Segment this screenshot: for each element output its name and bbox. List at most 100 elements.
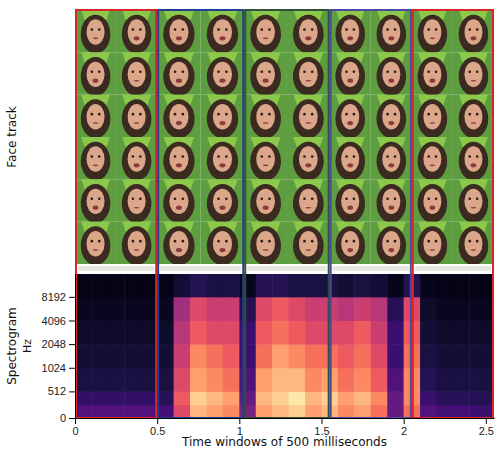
eye: [476, 155, 479, 158]
eye: [394, 240, 397, 243]
eye: [394, 113, 397, 116]
heatmap-cell: [223, 274, 240, 297]
hair: [207, 184, 238, 223]
face: [464, 62, 482, 87]
hair: [81, 184, 111, 223]
heatmap-cell: [108, 405, 125, 418]
hair: [250, 15, 281, 54]
hair: [163, 184, 194, 223]
face: [213, 104, 232, 129]
mouth: [176, 36, 182, 40]
heatmap-cell: [289, 297, 306, 321]
face: [382, 19, 400, 44]
heatmap-cell: [108, 274, 125, 297]
y-tick-mark: [69, 320, 75, 321]
hair: [207, 99, 238, 138]
heatmap-cell: [453, 368, 470, 392]
heatmap-cell: [256, 320, 273, 344]
heatmap-cell: [469, 405, 486, 418]
hair: [163, 142, 194, 181]
eye: [139, 240, 142, 243]
face-thumbnail: [453, 10, 494, 54]
face-thumbnail: [75, 52, 116, 96]
heatmap-cell: [272, 405, 289, 418]
mouth: [471, 249, 477, 251]
mouth: [430, 79, 436, 83]
face: [256, 62, 275, 87]
eye: [427, 113, 430, 116]
eye: [174, 198, 177, 201]
eye: [386, 240, 389, 243]
face-thumbnail: [75, 137, 116, 181]
heatmap-cell: [190, 344, 207, 368]
face-thumbnail: [453, 222, 494, 264]
face-track: [75, 10, 494, 264]
eye: [260, 28, 263, 31]
x-tick-mark: [75, 418, 76, 424]
y-tick-label: 1024: [42, 362, 66, 374]
heatmap-cell: [453, 297, 470, 321]
face: [423, 62, 441, 87]
eye: [303, 28, 306, 31]
face: [299, 62, 318, 87]
heatmap-cell: [371, 405, 388, 418]
face-thumbnail: [371, 222, 412, 264]
mouth: [388, 79, 394, 83]
eye: [353, 28, 356, 31]
mouth: [176, 79, 182, 83]
heatmap-cell: [190, 391, 207, 405]
hair: [250, 226, 281, 264]
heatmap-cell: [436, 368, 453, 392]
eye: [91, 113, 94, 116]
face-thumbnail: [75, 179, 116, 223]
mouth: [93, 206, 99, 210]
mouth: [134, 36, 140, 40]
face-thumbnail: [116, 179, 157, 223]
face: [382, 231, 400, 256]
eye: [303, 240, 306, 243]
eye: [182, 28, 185, 31]
x-tick-label: 0.5: [150, 425, 165, 437]
face-track-label: Face track: [5, 106, 19, 168]
eye: [268, 198, 271, 201]
eye: [303, 113, 306, 116]
heatmap-cell: [190, 405, 207, 418]
mouth: [347, 248, 353, 252]
face: [213, 19, 232, 44]
mouth: [219, 36, 225, 40]
eye: [98, 155, 101, 158]
x-tick-mark: [157, 418, 158, 424]
mouth: [388, 206, 394, 210]
heatmap-cell: [420, 368, 437, 392]
hair: [418, 99, 448, 138]
heatmap-cell: [157, 297, 174, 321]
heatmap-cell: [174, 391, 191, 405]
hair: [250, 57, 281, 96]
eye: [217, 28, 220, 31]
y-tick: 2048: [42, 338, 75, 350]
face-thumbnail: [412, 137, 453, 181]
face: [87, 231, 105, 256]
face-thumbnail: [157, 95, 201, 139]
eye: [311, 113, 314, 116]
hair: [335, 57, 365, 96]
face: [128, 19, 146, 44]
x-tick: 0: [72, 418, 78, 437]
heatmap-cell: [223, 368, 240, 392]
eye: [468, 240, 471, 243]
eye: [427, 28, 430, 31]
x-axis-line: [76, 418, 495, 419]
eye: [468, 155, 471, 158]
eye: [268, 71, 271, 74]
heatmap-cell: [387, 391, 404, 405]
face-thumbnail: [116, 95, 157, 139]
heatmap-cell: [256, 368, 273, 392]
mouth: [305, 80, 311, 82]
heatmap-cell: [272, 344, 289, 368]
spectrogram: [75, 274, 494, 418]
face: [341, 62, 359, 87]
y-tick-mark: [69, 344, 75, 345]
y-axis-unit: Hz: [21, 339, 34, 353]
mouth: [219, 248, 225, 252]
eye: [174, 240, 177, 243]
